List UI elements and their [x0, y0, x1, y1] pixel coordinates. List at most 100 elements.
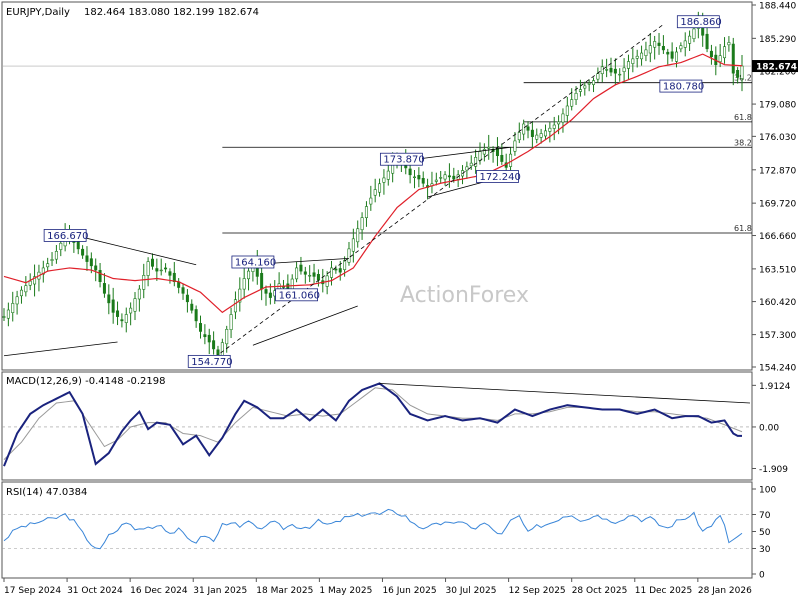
price-candle-body [705, 33, 709, 50]
price-candle-body [116, 310, 120, 317]
price-candle-body [469, 162, 473, 167]
price-y-tick-label: 154.240 [759, 364, 796, 374]
price-candle-body [539, 133, 543, 138]
macd-y-tick-label: 0.00 [759, 423, 779, 433]
price-candle-body [692, 28, 696, 40]
fib-level-label: 38.2 [734, 138, 752, 147]
macd-line [3, 382, 742, 467]
price-candle-body [644, 49, 648, 56]
x-axis-tick-label: 12 Sep 2025 [509, 586, 566, 596]
price-panel-frame [1, 1, 753, 371]
price-label-box [676, 15, 720, 29]
price-candle-body [295, 267, 299, 280]
macd-y-tick-label: 1.9124 [759, 382, 791, 392]
price-candle-body [85, 255, 89, 262]
price-candle-body [19, 289, 23, 297]
price-candle-body [76, 241, 80, 250]
price-candle-body [600, 66, 604, 75]
price-candle-body [172, 272, 176, 282]
price-candle-body [142, 275, 146, 290]
price-candle-body [495, 148, 499, 157]
price-candle-body [28, 280, 32, 286]
price-y-tick-label: 160.420 [759, 298, 796, 308]
fib-level-label: 61.8 [734, 224, 752, 233]
price-candle-body [356, 228, 360, 243]
price-candle-body [81, 248, 85, 256]
price-candle-body [723, 46, 727, 59]
price-candle-body [41, 267, 45, 275]
price-candle-body [111, 299, 115, 313]
rsi-y-tick-label: 50 [759, 528, 771, 538]
price-candle-body [592, 80, 596, 85]
price-candle-body [164, 267, 168, 270]
price-candle-body [24, 285, 28, 293]
price-candle-body [203, 334, 207, 338]
price-candle-body [736, 70, 740, 78]
price-candle-body [54, 251, 58, 260]
price-candle-body [482, 149, 486, 155]
price-candle-body [382, 177, 386, 183]
price-candle-body [609, 67, 613, 73]
price-candle-body [618, 73, 622, 76]
price-candle-body [351, 238, 355, 252]
price-label-box [43, 229, 87, 242]
price-label-box [275, 288, 318, 302]
price-candle-body [605, 69, 609, 71]
price-y-tick-label: 172.870 [759, 166, 796, 176]
price-label-box [379, 152, 423, 166]
price-candle-body [102, 283, 106, 294]
price-candle-body [386, 170, 390, 180]
price-candle-body [2, 316, 6, 318]
price-candle-body [185, 294, 189, 303]
trend-line [252, 305, 358, 346]
watermark: ActionForex [400, 283, 529, 308]
price-candle-body [137, 288, 141, 300]
trend-line [418, 146, 511, 160]
price-candle-body [574, 92, 578, 100]
macd-panel [2, 382, 752, 467]
price-candle-body [583, 85, 587, 89]
price-candle-body [238, 288, 242, 303]
price-candle-body [417, 175, 421, 180]
price-candle-body [653, 41, 657, 48]
rsi-y-tick-label: 0 [759, 571, 765, 581]
price-candle-body [727, 42, 731, 46]
trend-line [3, 341, 118, 357]
price-candle-body [517, 132, 521, 141]
price-label: 166.670 [47, 231, 88, 242]
price-candle-body [447, 175, 451, 178]
price-candle-body [312, 272, 316, 277]
price-candle-body [709, 50, 713, 58]
price-candle-body [666, 51, 670, 55]
price-candle-body [478, 151, 482, 161]
trend-line [209, 24, 664, 362]
price-candle-body [50, 259, 54, 261]
price-label-box [187, 354, 231, 368]
price-label-box [231, 255, 275, 269]
price-label: 186.860 [680, 17, 721, 28]
price-candle-body [159, 269, 163, 272]
price-label-box [659, 79, 703, 93]
price-candle-body [168, 271, 172, 276]
x-axis-tick-label: 28 Oct 2025 [572, 586, 628, 596]
price-candle-body [500, 154, 504, 162]
price-candle-body [509, 153, 513, 167]
price-candle-body [59, 242, 63, 250]
rsi-title: RSI(14) 47.0384 [6, 487, 87, 498]
fib-level-label: 61.8 [734, 113, 752, 122]
price-candle-body [587, 82, 591, 85]
current-price-label: 182.674 [756, 63, 797, 73]
price-candle-body [11, 303, 15, 313]
price-candle-body [640, 52, 644, 60]
price-y-tick-label: 163.510 [759, 265, 796, 275]
macd-panel-frame [1, 371, 753, 481]
price-label: 180.780 [663, 82, 704, 93]
price-candle-body [657, 42, 661, 46]
price-candle-body [570, 99, 574, 107]
axes: 154.240 157.300 160.420 163.510 166.660 169.7… [3, 2, 798, 596]
price-candle-body [578, 89, 582, 92]
price-candle-body [207, 334, 211, 343]
price-candle-body [107, 294, 111, 304]
x-axis-tick-label: 18 Mar 2025 [256, 586, 313, 596]
price-candle-body [552, 124, 556, 129]
